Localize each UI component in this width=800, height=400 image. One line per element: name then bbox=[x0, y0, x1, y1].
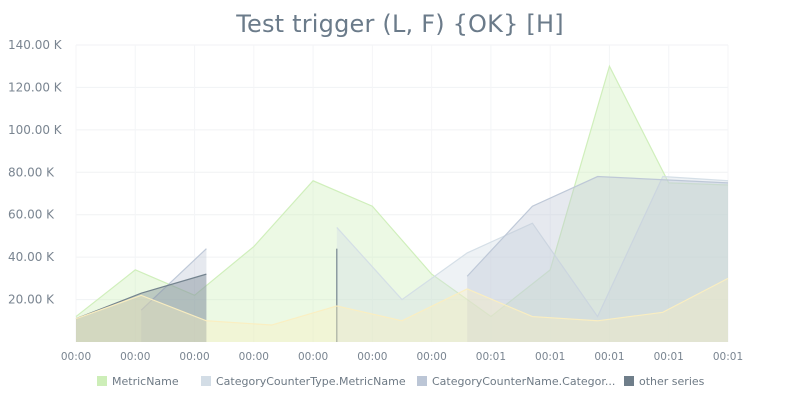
y-tick-label: 40.00 K bbox=[8, 250, 55, 264]
legend-label: other series bbox=[639, 375, 704, 388]
legend-swatch bbox=[624, 376, 634, 386]
y-axis-ticks: 20.00 K 40.00 K 60.00 K 80.00 K 100.00 K 120.… bbox=[8, 38, 63, 307]
x-tick-label: 00:00 bbox=[357, 351, 387, 363]
x-tick-label: 00:01 bbox=[713, 351, 743, 363]
x-tick-label: 00:00 bbox=[239, 351, 269, 363]
legend-label: CategoryCounterType.MetricName bbox=[216, 375, 406, 388]
y-tick-label: 80.00 K bbox=[8, 165, 55, 179]
x-tick-label: 00:00 bbox=[61, 351, 91, 363]
x-tick-label: 00:00 bbox=[120, 351, 150, 363]
x-tick-label: 00:01 bbox=[535, 351, 565, 363]
x-tick-label: 00:00 bbox=[298, 351, 328, 363]
legend-swatch bbox=[201, 376, 211, 386]
x-axis-ticks: 00:00 00:00 00:00 00:00 00:00 00:00 00:00 00:01… bbox=[61, 351, 743, 363]
legend-label: MetricName bbox=[112, 375, 179, 388]
x-tick-label: 00:00 bbox=[179, 351, 209, 363]
legend: MetricName CategoryCounterType.MetricName… bbox=[97, 373, 732, 389]
y-tick-label: 20.00 K bbox=[8, 293, 55, 307]
y-tick-label: 60.00 K bbox=[8, 208, 55, 222]
y-tick-label: 120.00 K bbox=[8, 80, 63, 94]
legend-label: CategoryCounterName.Categor... bbox=[432, 375, 615, 388]
x-tick-label: 00:01 bbox=[476, 351, 506, 363]
legend-item[interactable]: CategoryCounterName.Categor... bbox=[417, 375, 598, 388]
x-tick-label: 00:01 bbox=[654, 351, 684, 363]
x-tick-label: 00:00 bbox=[417, 351, 447, 363]
legend-swatch bbox=[417, 376, 427, 386]
x-tick-label: 00:01 bbox=[594, 351, 624, 363]
series-areas bbox=[76, 66, 728, 342]
y-tick-label: 140.00 K bbox=[8, 38, 63, 52]
legend-item[interactable]: other series bbox=[624, 375, 704, 388]
legend-swatch bbox=[97, 376, 107, 386]
legend-item[interactable]: MetricName bbox=[97, 375, 175, 388]
y-tick-label: 100.00 K bbox=[8, 123, 63, 137]
legend-item[interactable]: CategoryCounterType.MetricName bbox=[201, 375, 391, 388]
